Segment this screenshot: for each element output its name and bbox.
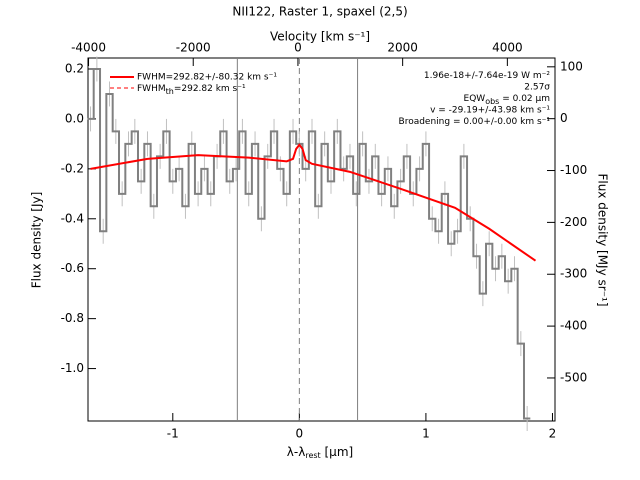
- legend-label-part: FWHM: [137, 84, 166, 94]
- y-tick-label: -0.2: [61, 161, 84, 175]
- y-tick-label: -0.4: [61, 211, 84, 225]
- annotation-part: EQW: [464, 94, 486, 104]
- x-tick-label: -1: [167, 427, 179, 441]
- x-axis-label-sub: rest: [305, 451, 320, 460]
- y-axis-label: Flux density [Jy]: [30, 192, 44, 289]
- model-fit: [90, 143, 537, 262]
- legend-label-part: =292.82 km s⁻¹: [174, 84, 246, 94]
- spectrum: [87, 67, 531, 420]
- y2-tick-label: -400: [560, 319, 587, 333]
- annotation: v = -29.19+/-43.98 km s⁻¹: [430, 105, 550, 115]
- y-tick-label: -0.8: [61, 311, 84, 325]
- y-tick-label: -0.6: [61, 261, 84, 275]
- y2-tick-label: -100: [560, 163, 587, 177]
- legend-label: FWHM=292.82+/-80.32 km s⁻¹: [137, 73, 277, 83]
- x-axis-label: λ-λrest [μm]: [287, 445, 353, 460]
- x2-tick-label: 4000: [492, 41, 523, 55]
- y2-axis-label: Flux density [MJy sr⁻¹]: [596, 173, 610, 306]
- x2-tick-label: 0: [294, 41, 302, 55]
- x-tick-label: 0: [296, 427, 304, 441]
- x2-axis-label: Velocity [km s⁻¹]: [270, 30, 370, 44]
- x-axis-label-part: [μm]: [321, 445, 354, 459]
- annotation-part: = 0.02 μm: [499, 94, 550, 104]
- annotation-part: Broadening = 0.00+/-0.00 km s⁻¹: [399, 117, 551, 127]
- y2-tick-label: -300: [560, 267, 587, 281]
- y2-tick-label: 100: [560, 59, 583, 73]
- y2-tick-label: -200: [560, 215, 587, 229]
- annotation-sub: obs: [485, 97, 499, 106]
- annotation: 2.57σ: [524, 82, 550, 92]
- annotation-part: 2.57σ: [524, 82, 550, 92]
- annotation: 1.96e-18+/-7.64e-19 W m⁻²: [424, 71, 551, 81]
- y-tick-label: -1.0: [61, 361, 84, 375]
- annotation-part: 1.96e-18+/-7.64e-19 W m⁻²: [424, 71, 551, 81]
- plot-frame: [87, 57, 556, 422]
- x-tick-label: 1: [422, 427, 430, 441]
- annotation-part: v = -29.19+/-43.98 km s⁻¹: [430, 105, 550, 115]
- legend-label: FWHMth=292.82 km s⁻¹: [137, 84, 246, 96]
- x2-tick-label: 2000: [387, 41, 418, 55]
- annotation: Broadening = 0.00+/-0.00 km s⁻¹: [399, 117, 551, 127]
- x2-tick-label: -2000: [176, 41, 211, 55]
- legend-label-sub: th: [166, 87, 174, 96]
- y-tick-label: 0.2: [65, 61, 84, 75]
- x-tick-label: 2: [549, 427, 557, 441]
- annotation: EQWobs = 0.02 μm: [464, 94, 550, 106]
- y2-tick-label: 0: [560, 111, 568, 125]
- chart-title: NII122, Raster 1, spaxel (2,5): [232, 5, 407, 19]
- y-tick-label: 0.0: [65, 111, 84, 125]
- x2-tick-label: -4000: [71, 41, 106, 55]
- y2-tick-label: -500: [560, 370, 587, 384]
- x-axis-label-part: λ-λ: [287, 445, 306, 459]
